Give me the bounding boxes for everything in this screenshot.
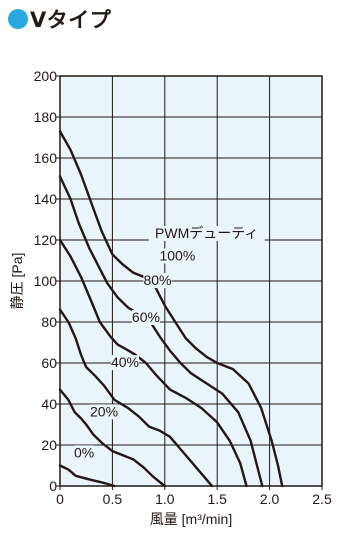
curve-label-bg xyxy=(110,355,139,371)
annotation-title-bg xyxy=(148,225,265,241)
curve-label: 40% xyxy=(111,354,139,370)
x-axis-label: 風量 [m³/min] xyxy=(150,511,232,527)
grid-lines xyxy=(56,75,323,490)
y-tick-label: 200 xyxy=(34,68,58,84)
y-tick-label: 160 xyxy=(34,150,58,166)
y-tick-label: 20 xyxy=(41,437,57,453)
chart-type-title: Vタイプ xyxy=(30,8,112,32)
blue-dot-icon xyxy=(8,9,28,29)
curve-label-bg xyxy=(143,273,172,289)
y-tick-label: 140 xyxy=(34,191,58,207)
curve-label-bg xyxy=(74,445,95,461)
curve-40pct xyxy=(58,308,214,488)
curve-label-bg xyxy=(131,310,160,325)
curve-60pct xyxy=(58,238,248,488)
pwm-duty-annotation: PWMデューティ xyxy=(155,225,258,241)
y-tick-label: 120 xyxy=(34,232,58,248)
x-tick-label: 1.0 xyxy=(155,491,175,507)
curve-0pct xyxy=(58,464,116,488)
curve-label: 20% xyxy=(90,403,118,419)
x-tick-label: 0.5 xyxy=(103,491,123,507)
x-tick-label: 2.5 xyxy=(312,491,332,507)
curve-labels: 0% 20% 40% 60% 80% 100% PWMデューティ xyxy=(74,225,265,461)
y-tick-label: 0 xyxy=(49,478,57,494)
chart-heading: Vタイプ xyxy=(8,4,111,34)
y-tick-label: 40 xyxy=(41,396,57,412)
curve-20pct xyxy=(58,388,166,488)
x-tick-label: 2.0 xyxy=(260,491,280,507)
x-tick-label: 1.5 xyxy=(207,491,227,507)
curve-label-bg xyxy=(90,404,119,420)
tick-labels: 0 20 40 60 80 100 120 140 160 180 200 0 0.5 1.0 1.5 2.0… xyxy=(34,68,332,507)
curve-100pct xyxy=(58,130,284,488)
curve-label-bg xyxy=(159,248,196,264)
y-tick-label: 100 xyxy=(34,273,58,289)
curve-label: 100% xyxy=(159,248,195,264)
curves xyxy=(58,130,284,488)
y-tick-label: 60 xyxy=(41,355,57,371)
y-axis-label: 静圧 [Pa] xyxy=(9,253,25,310)
y-tick-label: 80 xyxy=(41,314,57,330)
x-tick-label: 0 xyxy=(56,491,64,507)
curve-80pct xyxy=(58,175,264,488)
curve-label: 80% xyxy=(143,272,171,288)
y-tick-label: 180 xyxy=(34,109,58,125)
curve-label: 0% xyxy=(74,444,94,460)
curve-label: 60% xyxy=(132,309,160,325)
